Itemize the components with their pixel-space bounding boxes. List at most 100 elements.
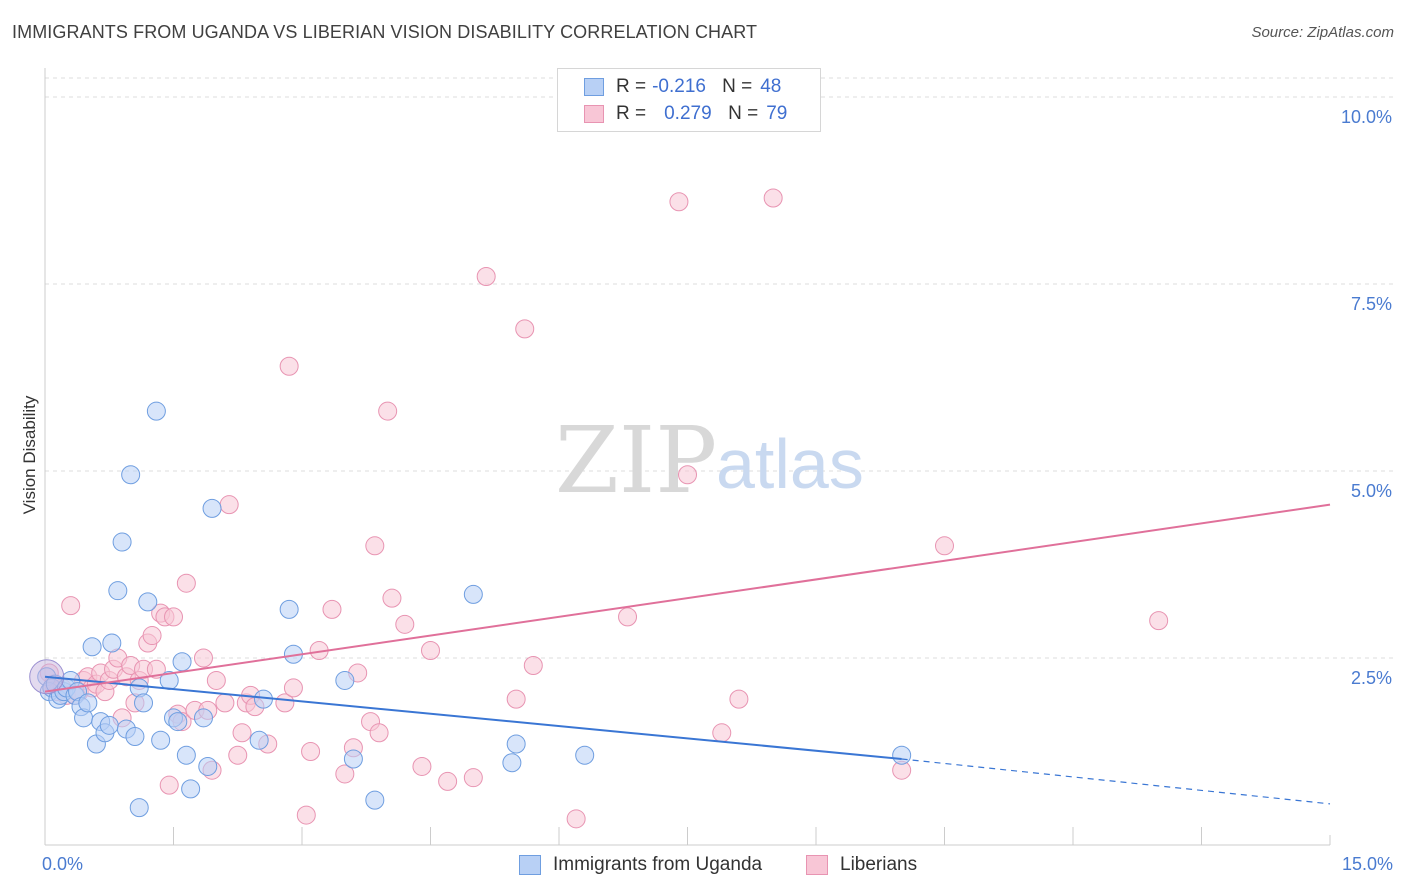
uganda-point bbox=[249, 730, 269, 750]
uganda-point bbox=[506, 734, 526, 754]
legend-r-label: R = bbox=[616, 103, 647, 124]
uganda-point bbox=[176, 745, 196, 765]
watermark-zip: ZIP bbox=[555, 407, 717, 514]
liberian-point bbox=[476, 267, 496, 287]
uganda-point bbox=[193, 708, 213, 728]
uganda-point bbox=[78, 693, 98, 713]
liberian-point bbox=[365, 536, 385, 556]
liberian-point bbox=[669, 192, 689, 212]
bottom-legend-label: Liberians bbox=[840, 854, 918, 875]
bottom-legend-label: Immigrants from Uganda bbox=[553, 854, 763, 875]
x-tick-label: 0.0% bbox=[42, 854, 83, 874]
uganda-point bbox=[198, 756, 218, 776]
uganda-point bbox=[168, 712, 188, 732]
liberian-point bbox=[61, 596, 81, 616]
uganda-point bbox=[99, 715, 119, 735]
uganda-swatch bbox=[519, 855, 541, 875]
liberian-point bbox=[506, 689, 526, 709]
liberian-point bbox=[335, 764, 355, 784]
correlation-legend: R = -0.216 N = 48 R = 0.279 N = 79 bbox=[557, 68, 821, 132]
uganda-point bbox=[108, 581, 128, 601]
liberian-point bbox=[142, 626, 162, 646]
legend-n-label: N = bbox=[728, 103, 759, 124]
liberian-point bbox=[283, 678, 303, 698]
trend-lines bbox=[44, 503, 1331, 805]
liberian-point bbox=[935, 536, 954, 556]
uganda-point bbox=[463, 584, 483, 604]
liberian-point bbox=[618, 607, 638, 627]
liberian-point bbox=[219, 495, 239, 515]
liberian-point bbox=[215, 693, 235, 713]
liberian-point bbox=[176, 573, 196, 593]
grid bbox=[45, 77, 1395, 659]
liberian-trend-line bbox=[44, 503, 1331, 693]
legend-r-value: 0.279 bbox=[664, 103, 712, 124]
uganda-point bbox=[112, 532, 132, 552]
uganda-point bbox=[82, 637, 102, 657]
uganda-point bbox=[279, 599, 299, 619]
uganda-point bbox=[146, 401, 166, 421]
y-tick-label: 7.5% bbox=[1351, 294, 1392, 314]
liberian-point bbox=[382, 588, 402, 608]
uganda-point bbox=[138, 592, 158, 612]
liberian-point bbox=[322, 599, 342, 619]
uganda-point bbox=[202, 498, 222, 518]
legend-row-uganda: R = -0.216 N = 48 bbox=[584, 75, 781, 99]
liberian-point bbox=[678, 465, 697, 485]
liberian-point bbox=[566, 809, 586, 829]
liberian-swatch bbox=[806, 855, 828, 875]
legend-n-label: N = bbox=[722, 76, 753, 97]
liberian-point bbox=[301, 742, 321, 761]
liberian-point bbox=[193, 648, 213, 668]
liberian-point bbox=[463, 768, 483, 788]
uganda-swatch bbox=[584, 78, 604, 96]
y-tick-label: 5.0% bbox=[1351, 481, 1392, 501]
liberian-point bbox=[1149, 611, 1169, 631]
liberian-point bbox=[763, 188, 783, 208]
watermark: ZIP atlas bbox=[555, 407, 864, 514]
uganda-trend-line bbox=[44, 675, 902, 760]
liberian-swatch bbox=[584, 105, 604, 123]
uganda-point bbox=[102, 633, 122, 653]
liberian-point bbox=[438, 771, 458, 791]
legend-n-value: 79 bbox=[766, 103, 788, 124]
legend-row-liberian: R = 0.279 N = 79 bbox=[584, 102, 787, 126]
uganda-point bbox=[181, 779, 201, 799]
uganda-point bbox=[892, 745, 912, 765]
bottom-legend-uganda: Immigrants from Uganda bbox=[519, 852, 762, 878]
liberian-point bbox=[369, 723, 389, 743]
liberian-point bbox=[232, 723, 252, 743]
liberian-point bbox=[729, 689, 749, 709]
uganda-point bbox=[134, 693, 154, 713]
liberian-point bbox=[378, 401, 398, 421]
legend-r-label: R = bbox=[616, 76, 647, 97]
y-tick-label: 2.5% bbox=[1351, 668, 1392, 688]
liberian-point bbox=[296, 805, 316, 825]
legend-n-value: 48 bbox=[760, 76, 782, 97]
liberian-point bbox=[146, 659, 166, 679]
chart-title: IMMIGRANTS FROM UGANDA VS LIBERIAN VISIO… bbox=[12, 22, 758, 42]
uganda-trend-extension bbox=[901, 758, 1331, 805]
source-label: Source: ZipAtlas.com bbox=[1251, 24, 1394, 41]
uganda-point bbox=[129, 798, 149, 818]
bottom-legend-liberian: Liberians bbox=[806, 852, 917, 878]
liberian-point bbox=[228, 745, 248, 765]
uganda-point bbox=[335, 670, 355, 690]
liberian-point bbox=[712, 723, 732, 743]
uganda-point bbox=[151, 730, 171, 750]
y-axis-label: Vision Disability bbox=[20, 395, 39, 514]
liberian-point bbox=[279, 356, 299, 376]
liberian-point bbox=[523, 655, 543, 675]
liberian-point bbox=[412, 756, 432, 776]
uganda-point bbox=[125, 727, 145, 747]
liberian-point bbox=[395, 614, 415, 634]
liberian-point bbox=[159, 775, 179, 795]
axes: 2.5% 5.0% 7.5% 10.0% 0.0% 15.0% bbox=[42, 68, 1393, 874]
uganda-point bbox=[365, 790, 385, 810]
liberian-point bbox=[515, 319, 535, 339]
liberian-point bbox=[206, 670, 226, 690]
watermark-atlas: atlas bbox=[716, 425, 864, 503]
uganda-point bbox=[172, 652, 192, 672]
x-tick-label: 15.0% bbox=[1342, 854, 1393, 874]
